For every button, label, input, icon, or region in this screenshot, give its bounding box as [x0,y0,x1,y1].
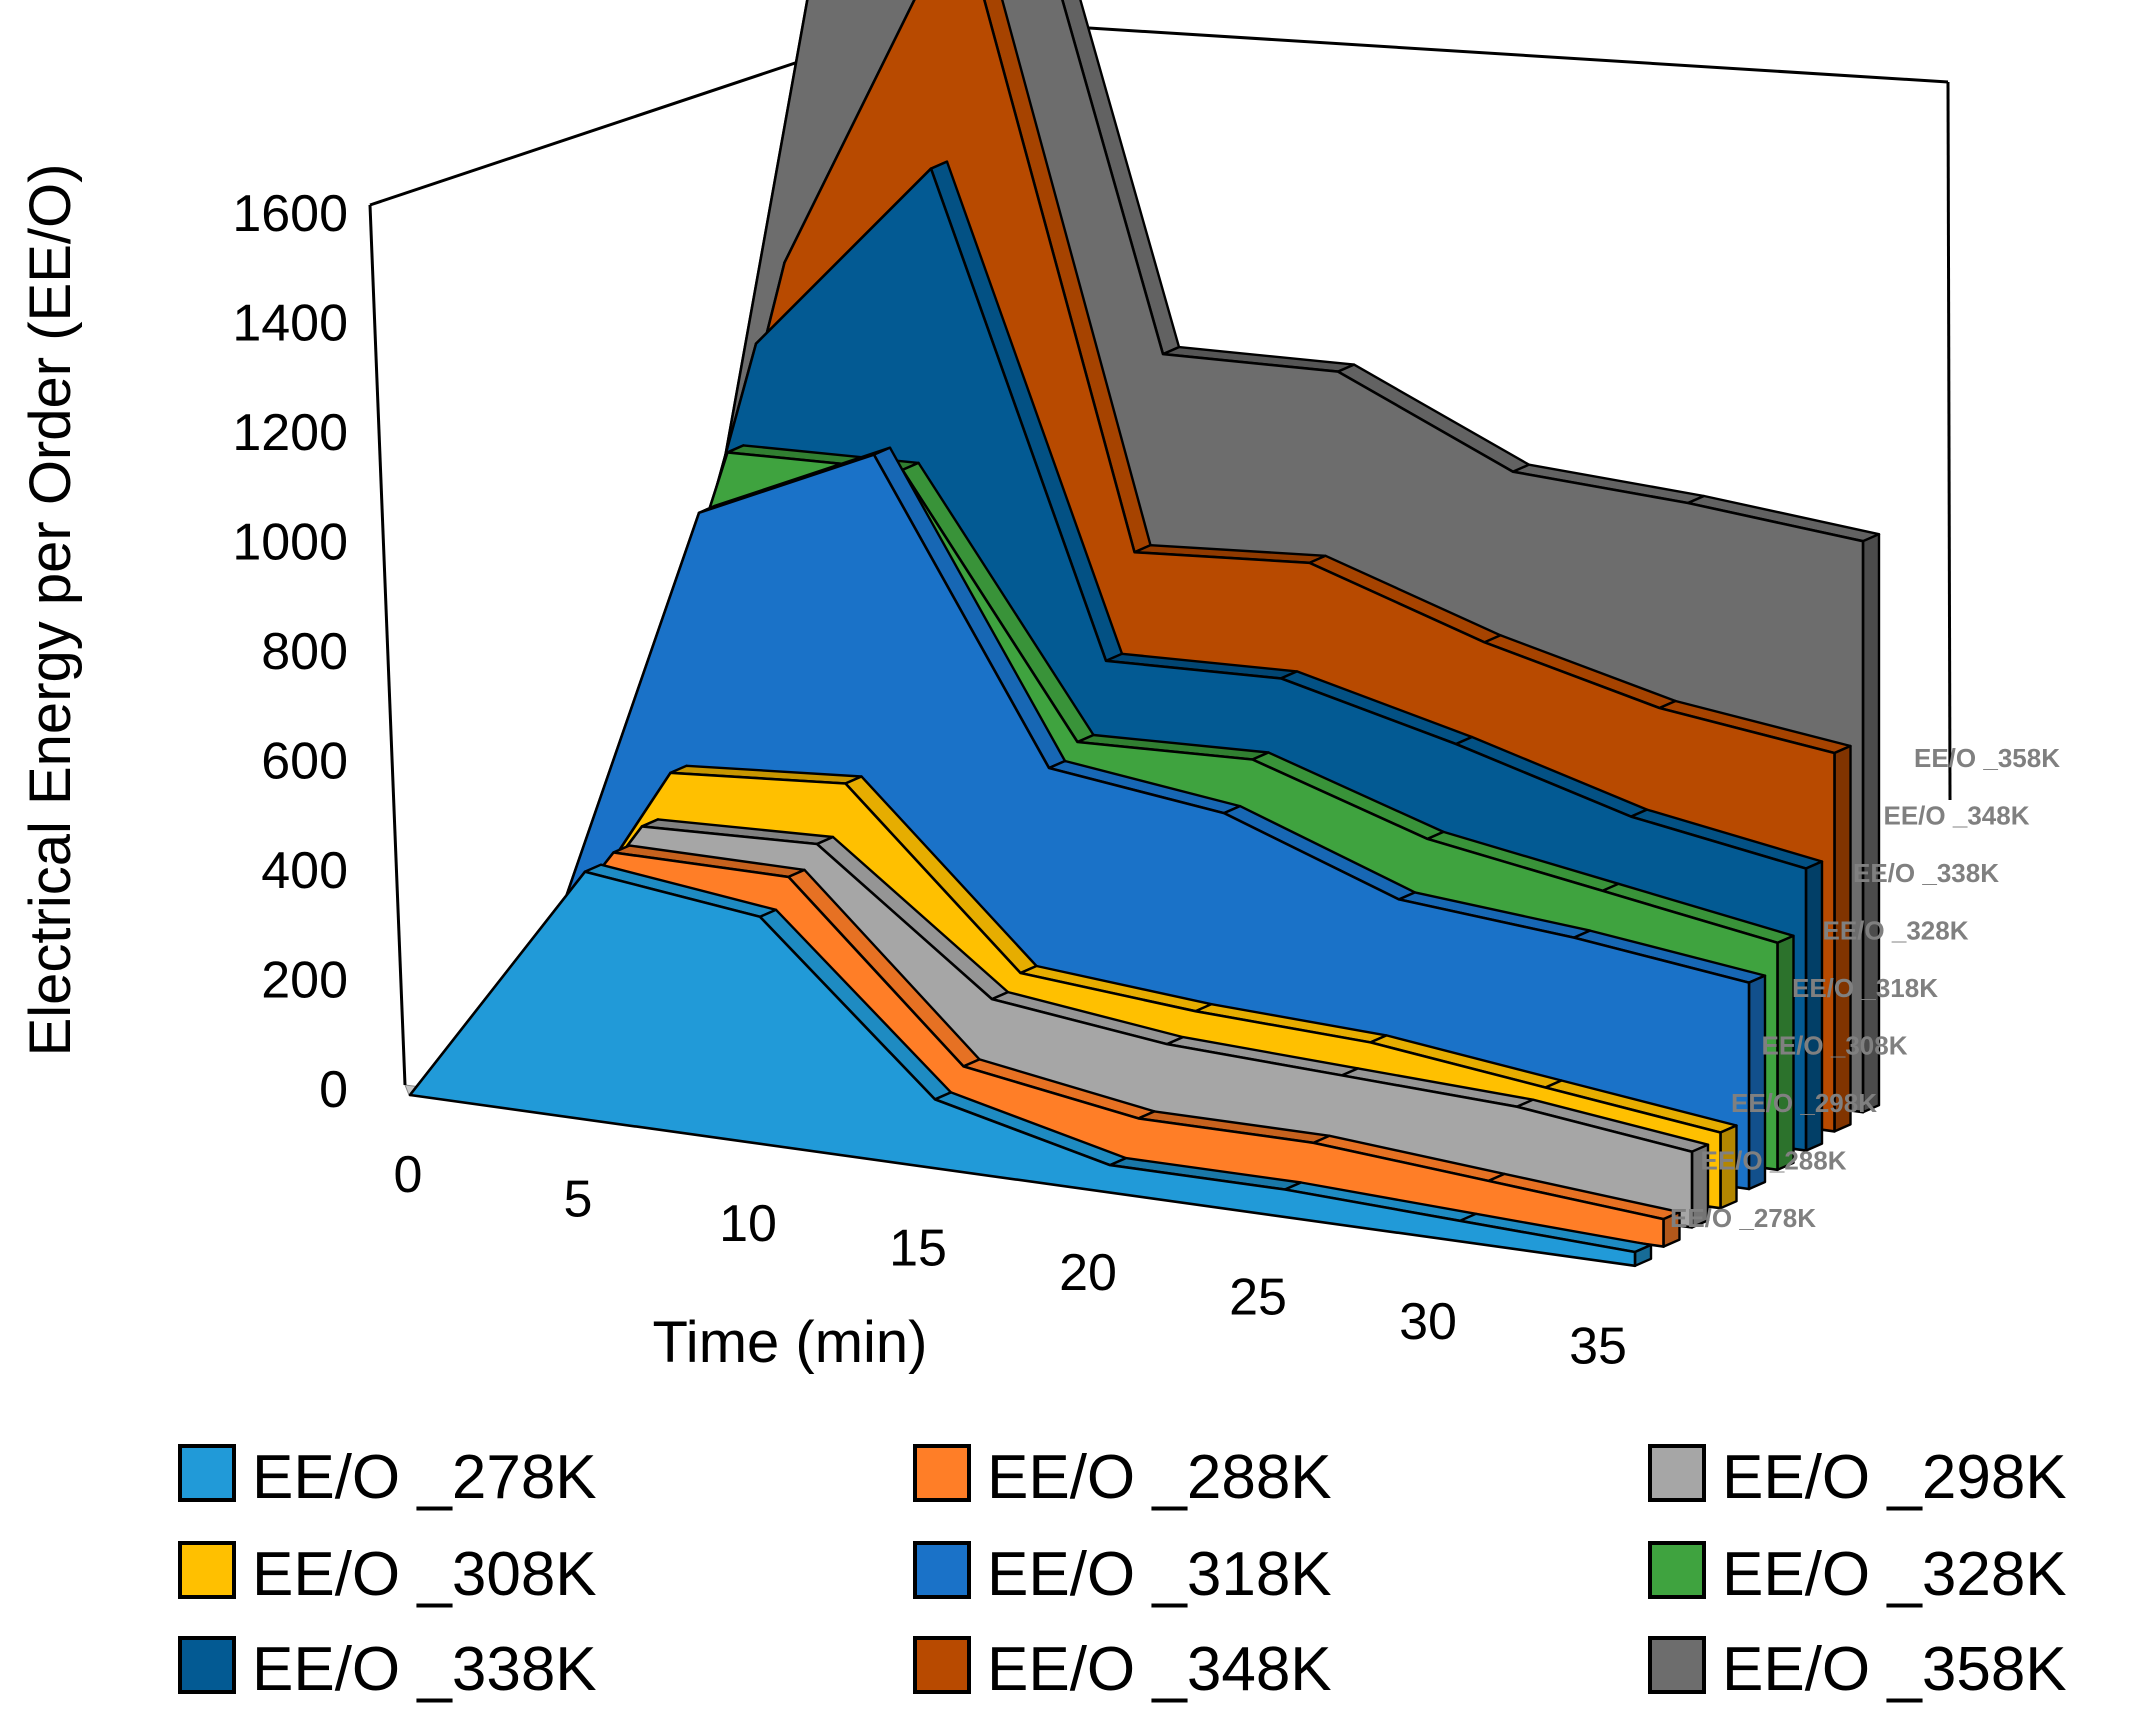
x-axis-ticks: 0 5 10 15 20 25 30 35 [394,1146,1627,1376]
y-tick-label: 800 [261,623,348,681]
back-wall-top [929,16,1949,84]
x-tick-label: 15 [889,1220,947,1278]
x-tick-label: 20 [1059,1244,1117,1302]
legend-swatch [1648,1541,1706,1599]
legend-item: EE/O _338K [178,1635,597,1704]
x-tick-label: 25 [1229,1269,1287,1327]
y-tick-label: 1000 [232,514,348,572]
x-tick-label: 30 [1399,1293,1457,1351]
legend: EE/O _278K EE/O _288K EE/O _298K EE/O _308K… [178,1443,2067,1704]
y-tick-label: 0 [319,1061,348,1119]
chart-series-group [408,0,1881,1268]
legend-item: EE/O _278K [178,1443,597,1512]
x-tick-label: 35 [1569,1318,1627,1376]
legend-swatch [913,1541,971,1599]
legend-swatch [1648,1444,1706,1502]
left-wall-edge [368,204,407,1086]
series-ee-o-278k [408,863,1653,1268]
legend-label: EE/O _358K [1722,1635,2067,1704]
y-axis-title: Electrical Energy per Order (EE/O) [18,164,83,1057]
legend-swatch [178,1636,236,1694]
y-axis-ticks: 0 200 400 600 800 1000 1200 1400 1600 [232,185,348,1119]
legend-item: EE/O _288K [913,1443,1332,1512]
y-tick-label: 200 [261,952,348,1010]
legend-label: EE/O _288K [987,1443,1332,1512]
legend-swatch [1648,1636,1706,1694]
depth-label: EE/O _328K [1823,916,1969,946]
depth-label: EE/O _288K [1701,1146,1847,1176]
legend-label: EE/O _348K [987,1635,1332,1704]
depth-label: EE/O _348K [1884,801,2030,831]
legend-swatch [913,1636,971,1694]
legend-label: EE/O _318K [987,1540,1332,1609]
y-tick-label: 400 [261,842,348,900]
y-tick-label: 1400 [232,295,348,353]
depth-label: EE/O _358K [1914,743,2060,773]
legend-item: EE/O _358K [1648,1635,2067,1704]
legend-label: EE/O _328K [1722,1540,2067,1609]
y-tick-label: 1600 [232,185,348,243]
depth-label: EE/O _308K [1762,1031,1908,1061]
legend-item: EE/O _298K [1648,1443,2067,1512]
x-tick-label: 0 [394,1146,423,1204]
legend-swatch [178,1444,236,1502]
x-axis-title: Time (min) [653,1310,928,1375]
x-tick-label: 10 [719,1195,777,1253]
legend-label: EE/O _278K [252,1443,597,1512]
series-end-face [1861,533,1881,1114]
legend-label: EE/O _308K [252,1540,597,1609]
legend-swatch [178,1541,236,1599]
legend-item: EE/O _308K [178,1540,597,1609]
x-tick-label: 5 [564,1171,593,1229]
depth-label: EE/O _338K [1853,858,1999,888]
depth-label: EE/O _298K [1731,1088,1877,1118]
series-front-face [408,870,1637,1268]
depth-label: EE/O _318K [1792,973,1938,1003]
depth-label: EE/O _278K [1670,1203,1816,1233]
legend-swatch [913,1444,971,1502]
y-tick-label: 1200 [232,404,348,462]
y-tick-label: 600 [261,733,348,791]
legend-label: EE/O _298K [1722,1443,2067,1512]
legend-item: EE/O _348K [913,1635,1332,1704]
legend-item: EE/O _328K [1648,1540,2067,1609]
legend-item: EE/O _318K [913,1540,1332,1609]
depth-axis-labels: EE/O _278K EE/O _288K EE/O _298K EE/O _308K… [1670,743,2060,1233]
legend-label: EE/O _338K [252,1635,597,1704]
back-wall-right [1946,81,1952,801]
